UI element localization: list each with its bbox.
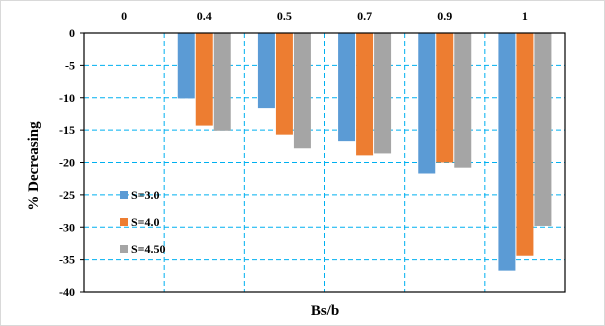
x-axis-title: Bs/b — [311, 303, 339, 319]
bar-s2-c4 — [454, 33, 472, 168]
legend-label-1: S=4.0 — [131, 215, 160, 229]
y-tick-label-6: -30 — [59, 220, 75, 234]
category-label-4: 0.9 — [437, 9, 452, 23]
category-label-1: 0.4 — [197, 9, 212, 23]
bar-s0-c1 — [177, 33, 195, 99]
category-label-0: 0 — [121, 9, 127, 23]
bar-s0-c3 — [338, 33, 356, 142]
y-tick-label-8: -40 — [59, 285, 75, 299]
category-label-2: 0.5 — [277, 9, 292, 23]
y-tick-label-0: 0 — [69, 26, 75, 40]
bar-s2-c2 — [293, 33, 311, 149]
bar-s1-c5 — [516, 33, 534, 256]
y-tick-label-2: -10 — [59, 91, 75, 105]
bar-s1-c3 — [356, 33, 374, 156]
legend-label-0: S=3.0 — [131, 188, 160, 202]
y-tick-label-3: -15 — [59, 123, 75, 137]
legend-swatch-1 — [120, 218, 128, 226]
y-axis-title: % Decreasing — [26, 121, 42, 211]
legend-swatch-2 — [120, 245, 128, 253]
category-label-5: 1 — [522, 9, 528, 23]
category-label-3: 0.7 — [357, 9, 372, 23]
legend-swatch-0 — [120, 191, 128, 199]
bar-s1-c2 — [275, 33, 293, 135]
category-labels: 0 0.4 0.5 0.7 0.9 1 — [121, 9, 528, 23]
bar-s2-c1 — [213, 33, 231, 131]
bar-s0-c5 — [498, 33, 516, 271]
bar-s2-c3 — [374, 33, 392, 154]
y-tick-label-4: -20 — [59, 156, 75, 170]
legend: S=3.0 S=4.0 S=4.50 — [120, 188, 166, 256]
bar-s0-c4 — [418, 33, 436, 174]
y-tick-label-1: -5 — [65, 58, 75, 72]
bars — [177, 33, 552, 271]
axes — [80, 32, 566, 293]
bar-s0-c2 — [257, 33, 275, 109]
y-tick-label-7: -35 — [59, 253, 75, 267]
bar-s1-c1 — [195, 33, 213, 126]
legend-label-2: S=4.50 — [131, 242, 166, 256]
y-tick-label-5: -25 — [59, 188, 75, 202]
grid — [84, 33, 565, 292]
y-tick-labels: 0 -5 -10 -15 -20 -25 -30 -35 -40 — [59, 26, 75, 299]
bar-s1-c4 — [436, 33, 454, 163]
bar-s2-c5 — [534, 33, 552, 226]
